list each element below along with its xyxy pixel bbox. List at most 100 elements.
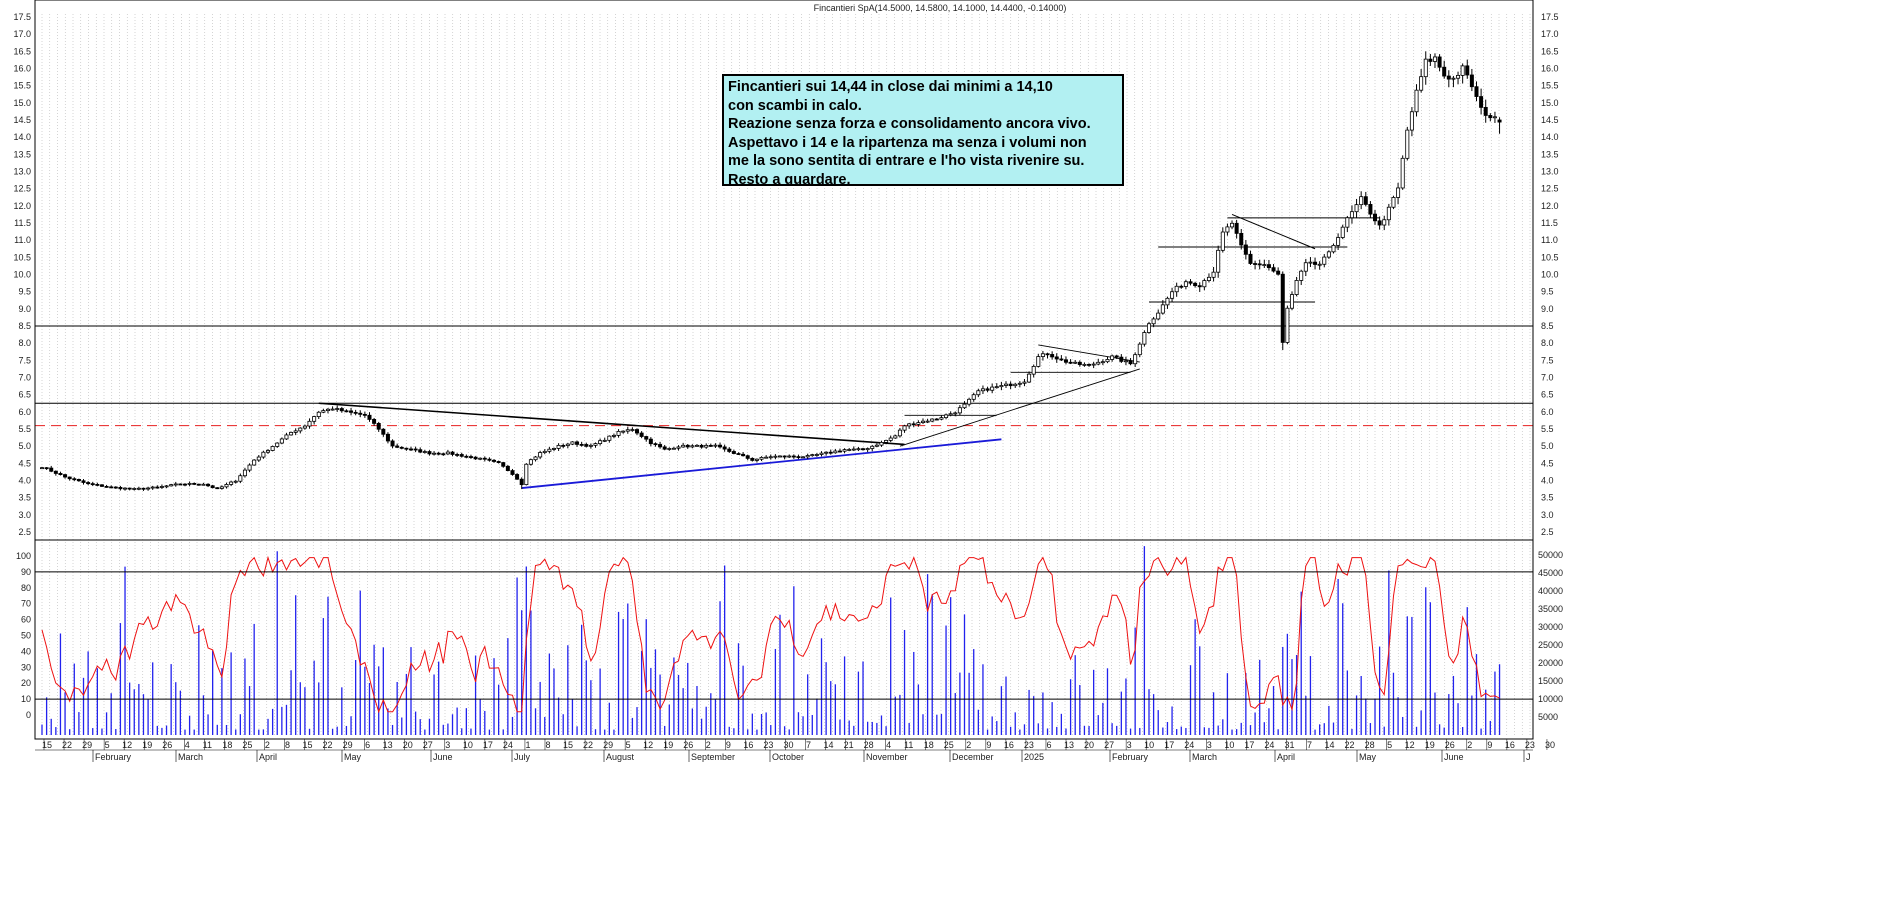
candle <box>611 433 616 439</box>
candle <box>985 386 990 393</box>
price-tick-label-left: 15.5 <box>13 81 31 91</box>
candle <box>1239 229 1244 250</box>
candle <box>528 458 533 466</box>
candle <box>404 447 409 451</box>
candle <box>782 455 787 460</box>
candle <box>67 476 72 481</box>
candle-body <box>930 418 935 422</box>
candle-body <box>1294 280 1299 295</box>
candle-body <box>187 482 192 485</box>
candle-body <box>1063 359 1068 363</box>
price-tick-label-right: 16.0 <box>1541 64 1559 74</box>
candle-body <box>390 440 395 447</box>
candle-body <box>1008 383 1013 387</box>
candle <box>1073 359 1078 365</box>
candle <box>741 452 746 457</box>
candle <box>418 447 423 454</box>
candle-body <box>1465 65 1470 76</box>
price-tick-label-right: 13.0 <box>1541 167 1559 177</box>
candle-body <box>861 448 866 451</box>
day-tick-label: 23 <box>1525 740 1535 750</box>
candle-body <box>1474 86 1479 97</box>
candle-body <box>289 432 294 436</box>
day-tick-label: 21 <box>844 740 854 750</box>
candle <box>390 439 395 449</box>
candle-body <box>551 448 556 450</box>
candle <box>210 484 215 489</box>
candle <box>279 437 284 445</box>
candle-body <box>1276 270 1281 275</box>
candle <box>1059 355 1064 361</box>
candle <box>53 470 58 476</box>
candle <box>1082 362 1087 367</box>
candle <box>879 440 884 447</box>
candle-body <box>233 480 238 483</box>
candle <box>256 455 261 462</box>
candle <box>1188 279 1193 286</box>
day-tick-label: 18 <box>222 740 232 750</box>
candle-body <box>667 448 672 450</box>
candle <box>141 487 146 491</box>
candle-body <box>1428 58 1433 62</box>
candle <box>427 450 432 456</box>
candle-body <box>847 449 852 451</box>
candle-body <box>330 408 335 411</box>
day-tick-label: 23 <box>763 740 773 750</box>
day-tick-label: 2 <box>1467 740 1472 750</box>
candle-body <box>925 420 930 423</box>
candle-body <box>1087 363 1092 366</box>
candle <box>339 406 344 413</box>
candle-body <box>533 456 538 461</box>
price-tick-label-left: 9.5 <box>18 287 31 297</box>
candle-body <box>1137 343 1142 356</box>
candle <box>842 448 847 454</box>
volume-axis-ticks: 5000 10000 15000 20000 25000 30000 35000 40000 4… <box>1538 550 1563 722</box>
candle <box>1110 354 1115 362</box>
candle-body <box>169 484 174 487</box>
candle-body <box>173 483 178 486</box>
candle <box>524 463 529 486</box>
candle <box>353 409 358 416</box>
candle <box>316 410 321 420</box>
candle <box>1432 53 1437 68</box>
day-tick-label: 18 <box>924 740 934 750</box>
candle <box>953 411 958 417</box>
candle-body <box>745 455 750 459</box>
candle <box>1285 305 1290 345</box>
candle <box>1340 224 1345 240</box>
candle <box>727 447 732 453</box>
candle <box>920 418 925 425</box>
price-tick-label-left: 15.0 <box>13 98 31 108</box>
candle <box>1087 363 1092 367</box>
candle-body <box>224 484 229 488</box>
candle-body <box>418 449 423 453</box>
day-tick-label: 3 <box>445 740 450 750</box>
candle <box>1465 59 1470 79</box>
candle <box>178 483 183 486</box>
date-axis-ticks: 15 22 29 5 12 19 26 4 11 18 25 2 8 15 22 29 6 13 20 27 3 10 17… <box>42 739 1555 762</box>
candle <box>621 430 626 434</box>
day-tick-label: 5 <box>105 740 110 750</box>
price-tick-label-left: 6.5 <box>18 390 31 400</box>
candle <box>1331 243 1336 254</box>
candle <box>1345 215 1350 233</box>
candle-body <box>902 425 907 431</box>
candle <box>1206 273 1211 283</box>
day-tick-label: 15 <box>42 740 52 750</box>
candle <box>1142 330 1147 347</box>
candle-body <box>316 411 321 417</box>
day-tick-label: 27 <box>1104 740 1114 750</box>
candle <box>1363 191 1368 207</box>
day-tick-label: 16 <box>1004 740 1014 750</box>
candle <box>1077 360 1082 367</box>
month-tick-label: February <box>95 752 132 762</box>
candle-body <box>810 454 815 457</box>
candle <box>713 443 718 448</box>
candle-body <box>579 443 584 446</box>
oscillator-tick-label: 100 <box>16 551 31 561</box>
candle-body <box>385 433 390 442</box>
candle-body <box>1391 197 1396 208</box>
candle-body <box>95 484 100 486</box>
candle-body <box>40 467 45 470</box>
day-tick-label: 11 <box>904 740 913 750</box>
